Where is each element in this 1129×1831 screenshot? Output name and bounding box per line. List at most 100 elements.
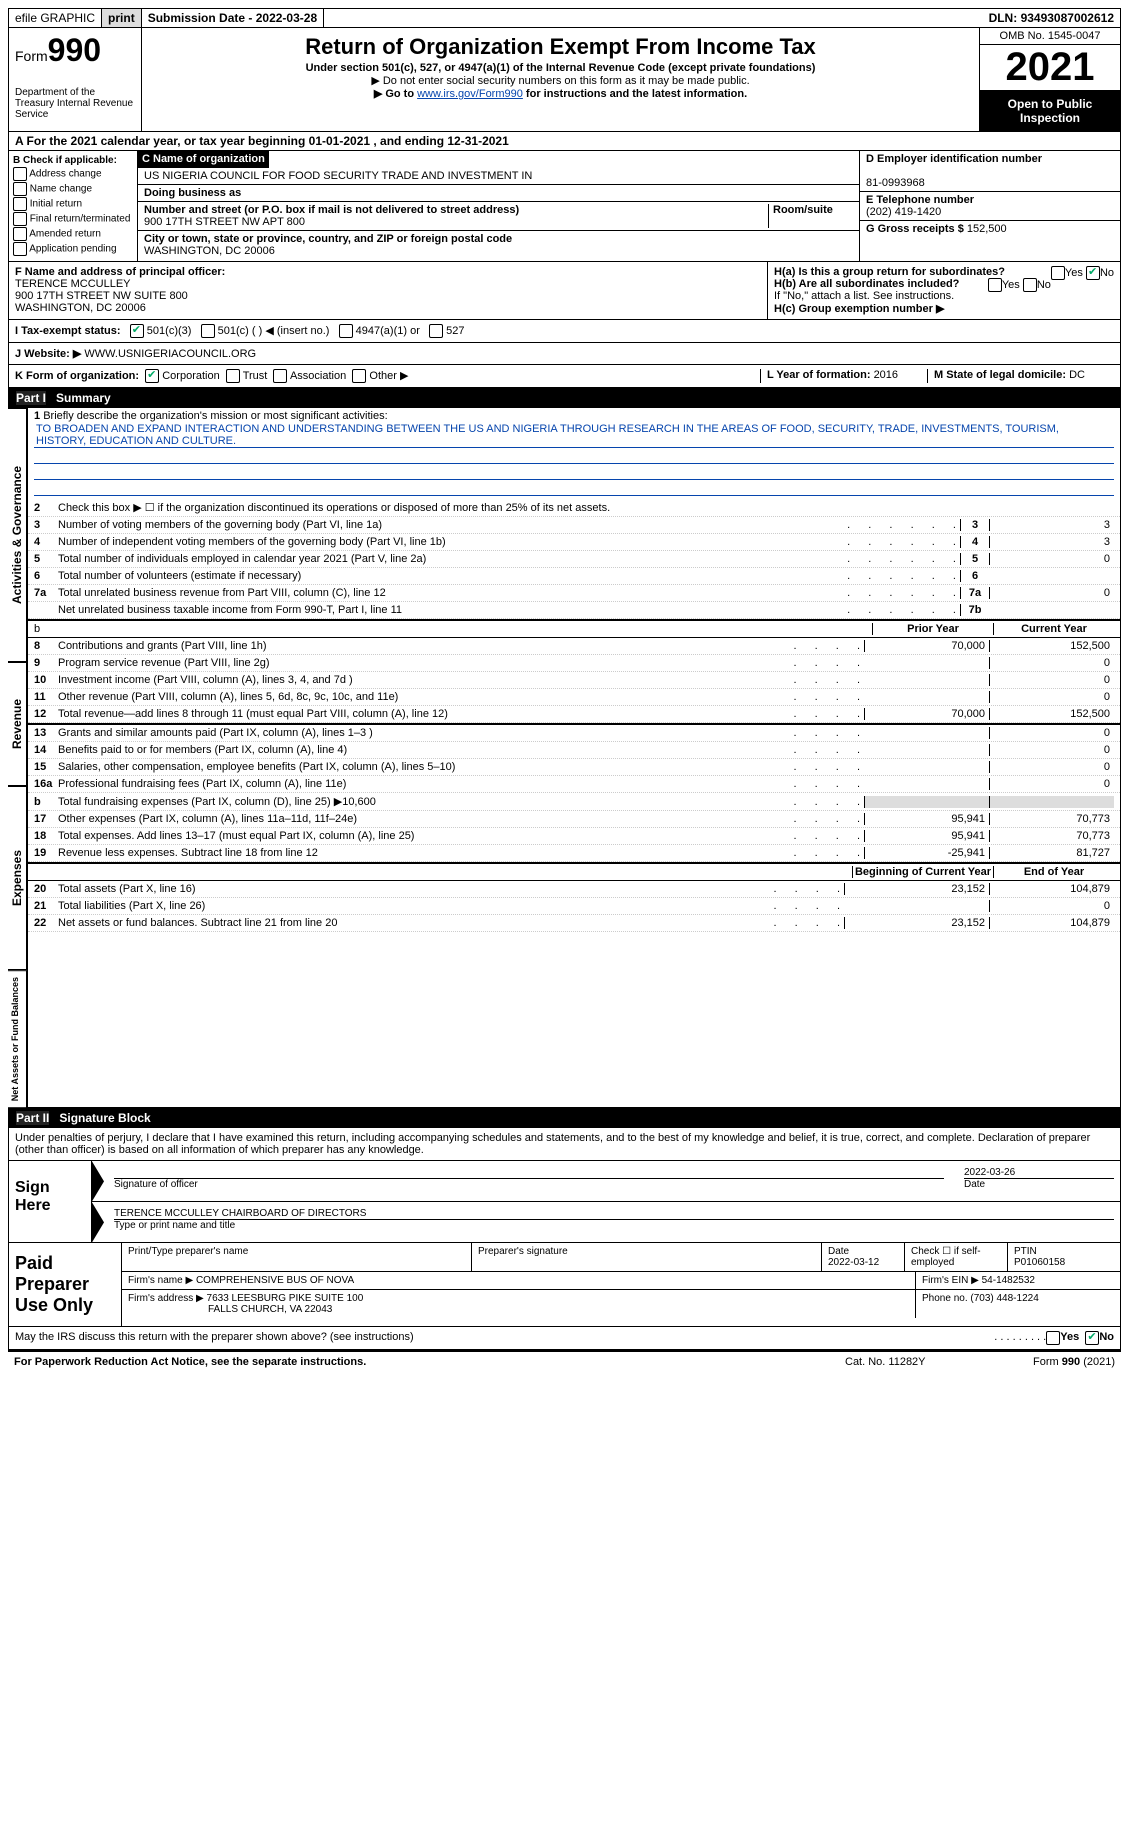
col-deg: D Employer identification number81-09939…	[859, 151, 1120, 261]
row-fh: F Name and address of principal officer:…	[8, 262, 1121, 320]
check-address-change[interactable]: Address change	[13, 167, 133, 181]
form-subtitle: Under section 501(c), 527, or 4947(a)(1)…	[148, 62, 973, 74]
form-note2: ▶ Go to www.irs.gov/Form990 for instruct…	[148, 87, 973, 100]
col-b-checkboxes: B Check if applicable: Address change Na…	[9, 151, 138, 261]
summary-line: 19Revenue less expenses. Subtract line 1…	[28, 845, 1120, 862]
firm-address1: 7633 LEESBURG PIKE SUITE 100	[207, 1293, 364, 1304]
self-employed-check[interactable]: Check ☐ if self-employed	[905, 1243, 1008, 1271]
irs-link[interactable]: www.irs.gov/Form990	[417, 88, 523, 100]
part2-bar: Part IISignature Block	[8, 1108, 1121, 1128]
form-number-footer: Form 990 (2021)	[995, 1356, 1115, 1368]
summary-line: 3Number of voting members of the governi…	[28, 517, 1120, 534]
state-domicile: DC	[1069, 369, 1085, 381]
summary-line: 5Total number of individuals employed in…	[28, 551, 1120, 568]
submission-date: Submission Date - 2022-03-28	[142, 9, 324, 27]
part1-bar: Part ISummary	[8, 388, 1121, 408]
row-i-tax-status: I Tax-exempt status: 501(c)(3) 501(c) ( …	[8, 320, 1121, 343]
top-bar: efile GRAPHIC print Submission Date - 20…	[8, 8, 1121, 28]
summary-line: 16aProfessional fundraising fees (Part I…	[28, 776, 1120, 793]
prep-date: 2022-03-12	[828, 1257, 879, 1268]
firm-phone: (703) 448-1224	[970, 1293, 1038, 1304]
org-name: US NIGERIA COUNCIL FOR FOOD SECURITY TRA…	[138, 168, 859, 185]
header-right: OMB No. 1545-0047 2021 Open to Public In…	[980, 28, 1120, 131]
discuss-yes-checkbox[interactable]	[1046, 1331, 1060, 1345]
form-note1: ▶ Do not enter social security numbers o…	[148, 74, 973, 87]
summary-line: 11Other revenue (Part VIII, column (A), …	[28, 689, 1120, 706]
status-527-checkbox[interactable]	[429, 324, 443, 338]
summary-line: bTotal fundraising expenses (Part IX, co…	[28, 793, 1120, 811]
signature-name-cell: TERENCE MCCULLEY CHAIRBOARD OF DIRECTORS…	[92, 1202, 1120, 1242]
ha-yes-checkbox[interactable]	[1051, 266, 1065, 280]
hb-yes-checkbox[interactable]	[988, 278, 1002, 292]
dln: DLN: 93493087002612	[983, 9, 1120, 27]
year-formation: 2016	[874, 369, 898, 381]
check-amended-return[interactable]: Amended return	[13, 227, 133, 241]
tax-year: 2021	[980, 45, 1120, 91]
telephone: (202) 419-1420	[866, 206, 941, 218]
summary-line: 15Salaries, other compensation, employee…	[28, 759, 1120, 776]
section-bcdeg: B Check if applicable: Address change Na…	[8, 151, 1121, 262]
tab-netassets: Net Assets or Fund Balances	[8, 970, 27, 1108]
officer-name-title: TERENCE MCCULLEY CHAIRBOARD OF DIRECTORS	[114, 1208, 1114, 1220]
check-application-pending[interactable]: Application pending	[13, 242, 133, 256]
status-501c-checkbox[interactable]	[201, 324, 215, 338]
org-trust-checkbox[interactable]	[226, 369, 240, 383]
summary-line: 13Grants and similar amounts paid (Part …	[28, 725, 1120, 742]
row-j-website: J Website: ▶ WWW.USNIGERIACOUNCIL.ORG	[8, 343, 1121, 365]
arrow-icon	[92, 1161, 104, 1201]
summary-line: 10Investment income (Part VIII, column (…	[28, 672, 1120, 689]
ptin: P01060158	[1014, 1257, 1065, 1268]
discuss-no-checkbox[interactable]	[1085, 1331, 1099, 1345]
form-title-box: Return of Organization Exempt From Incom…	[142, 28, 980, 131]
org-association-checkbox[interactable]	[273, 369, 287, 383]
open-to-public: Open to Public Inspection	[980, 91, 1120, 131]
omb-number: OMB No. 1545-0047	[980, 28, 1120, 45]
tab-revenue: Revenue	[8, 662, 27, 786]
hb-no-checkbox[interactable]	[1023, 278, 1037, 292]
pra-notice: For Paperwork Reduction Act Notice, see …	[14, 1356, 845, 1368]
summary-line: 21Total liabilities (Part X, line 26). .…	[28, 898, 1120, 915]
sign-here-block: Sign Here 2022-03-26 Signature of office…	[8, 1161, 1121, 1243]
summary-line: 6Total number of volunteers (estimate if…	[28, 568, 1120, 585]
summary-line: 22Net assets or fund balances. Subtract …	[28, 915, 1120, 932]
summary-line: Net unrelated business taxable income fr…	[28, 602, 1120, 619]
row-klm: K Form of organization: Corporation Trus…	[8, 365, 1121, 388]
penalty-statement: Under penalties of perjury, I declare th…	[8, 1128, 1121, 1161]
summary-line: 8Contributions and grants (Part VIII, li…	[28, 638, 1120, 655]
summary-line: 20Total assets (Part X, line 16). . . .2…	[28, 881, 1120, 898]
cat-number: Cat. No. 11282Y	[845, 1356, 995, 1368]
arrow-icon	[92, 1202, 104, 1242]
signature-officer-cell[interactable]: 2022-03-26 Signature of officerDate	[92, 1161, 1120, 1202]
firm-address2: FALLS CHURCH, VA 22043	[208, 1304, 332, 1315]
org-other-checkbox[interactable]	[352, 369, 366, 383]
org-corporation-checkbox[interactable]	[145, 369, 159, 383]
col-c: C Name of organization US NIGERIA COUNCI…	[138, 151, 859, 261]
print-button[interactable]: print	[102, 9, 142, 27]
check-initial-return[interactable]: Initial return	[13, 197, 133, 211]
section-a: A For the 2021 calendar year, or tax yea…	[8, 132, 1121, 151]
ha-no-checkbox[interactable]	[1086, 266, 1100, 280]
check-name-change[interactable]: Name change	[13, 182, 133, 196]
check-final-return[interactable]: Final return/terminated	[13, 212, 133, 226]
efile-label: efile GRAPHIC	[9, 9, 102, 27]
form-title: Return of Organization Exempt From Incom…	[148, 34, 973, 60]
status-4947-checkbox[interactable]	[339, 324, 353, 338]
summary-line: 7aTotal unrelated business revenue from …	[28, 585, 1120, 602]
summary-line: 14Benefits paid to or for members (Part …	[28, 742, 1120, 759]
tab-activities: Activities & Governance	[8, 408, 27, 662]
firm-name: COMPREHENSIVE BUS OF NOVA	[196, 1275, 354, 1286]
summary-line: 12Total revenue—add lines 8 through 11 (…	[28, 706, 1120, 723]
summary-line: 4Number of independent voting members of…	[28, 534, 1120, 551]
website: WWW.USNIGERIACOUNCIL.ORG	[84, 348, 256, 360]
page-footer: For Paperwork Reduction Act Notice, see …	[8, 1350, 1121, 1372]
part1-body: Activities & Governance Revenue Expenses…	[8, 408, 1121, 1108]
status-501c3-checkbox[interactable]	[130, 324, 144, 338]
group-return: H(a) Is this a group return for subordin…	[768, 262, 1120, 319]
principal-officer: F Name and address of principal officer:…	[9, 262, 768, 319]
summary-line: 17Other expenses (Part IX, column (A), l…	[28, 811, 1120, 828]
org-city: WASHINGTON, DC 20006	[144, 245, 275, 257]
summary-line: 9Program service revenue (Part VIII, lin…	[28, 655, 1120, 672]
org-street: 900 17TH STREET NW APT 800	[144, 216, 305, 228]
form-number-box: Form990 Department of the Treasury Inter…	[9, 28, 142, 131]
gross-receipts: 152,500	[967, 223, 1007, 235]
